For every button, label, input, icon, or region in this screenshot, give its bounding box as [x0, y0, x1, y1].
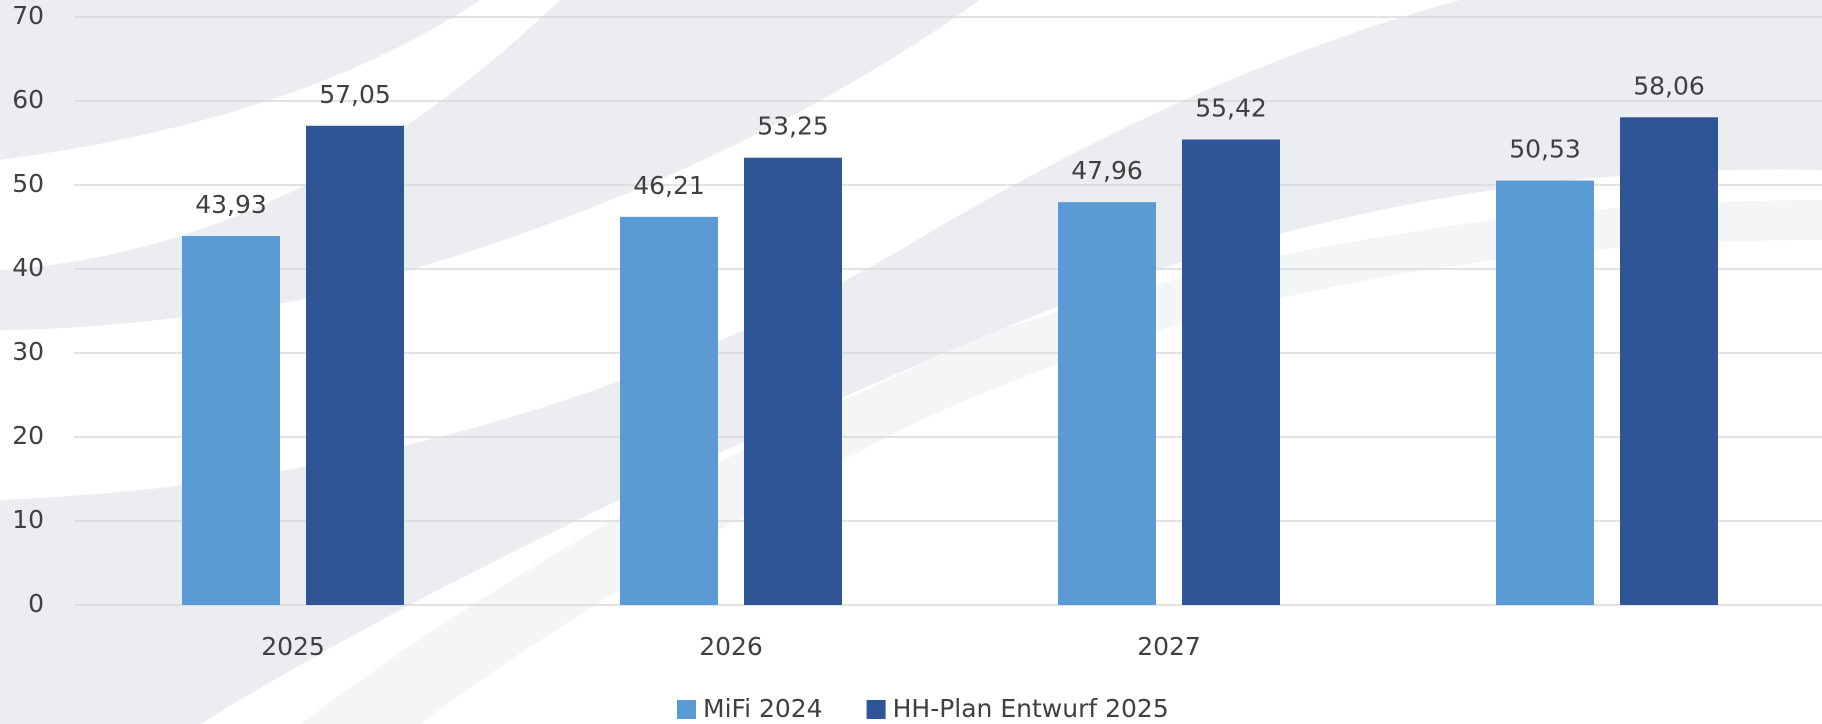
x-tick-label: 2026	[699, 632, 763, 661]
bar	[620, 216, 718, 605]
bar	[1496, 180, 1594, 605]
x-tick-label: 2025	[261, 632, 325, 661]
y-tick-label: 70	[12, 1, 44, 30]
y-tick-label: 60	[12, 85, 44, 114]
y-tick-label: 50	[12, 169, 44, 198]
y-tick-label: 40	[12, 253, 44, 282]
legend-swatch	[866, 700, 886, 719]
bar	[182, 235, 280, 605]
data-label: 50,53	[1509, 135, 1581, 164]
legend-swatch	[677, 700, 696, 719]
data-label: 53,25	[757, 112, 829, 141]
y-tick-label: 0	[28, 589, 44, 618]
data-label: 55,42	[1195, 93, 1267, 122]
legend-label: MiFi 2024	[703, 694, 823, 723]
legend-label: HH-Plan Entwurf 2025	[893, 694, 1169, 723]
data-label: 58,06	[1633, 71, 1705, 100]
x-tick-label: 2027	[1137, 632, 1201, 661]
bar	[306, 125, 404, 605]
y-tick-label: 30	[12, 337, 44, 366]
data-label: 47,96	[1071, 156, 1143, 185]
data-label: 46,21	[633, 171, 705, 200]
data-label: 43,93	[195, 190, 267, 219]
bar	[1620, 117, 1718, 606]
y-tick-label: 10	[12, 505, 44, 534]
bar	[1058, 202, 1156, 606]
bar	[744, 157, 842, 605]
bar	[1182, 139, 1280, 606]
data-label: 57,05	[319, 80, 391, 109]
y-tick-label: 20	[12, 421, 44, 450]
